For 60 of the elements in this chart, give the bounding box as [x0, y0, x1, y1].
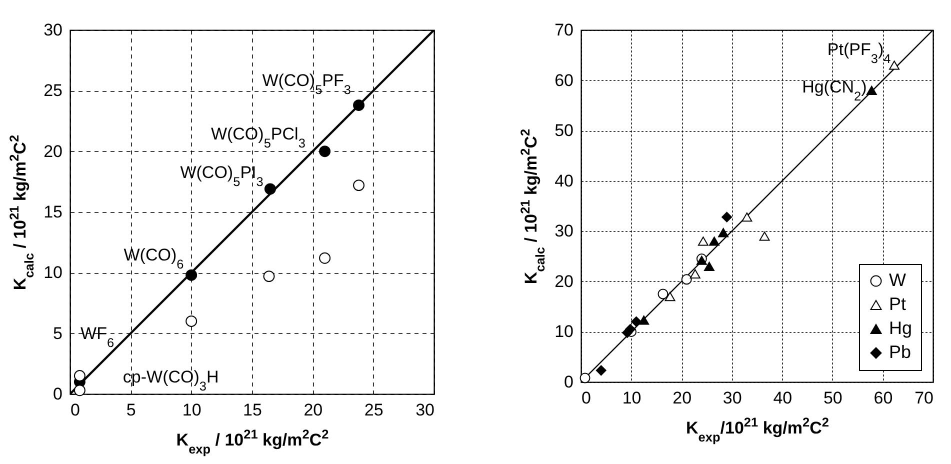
point — [866, 86, 877, 95]
y-tick-label: 0 — [564, 372, 574, 392]
point — [690, 269, 700, 278]
point — [580, 372, 590, 384]
point — [596, 365, 606, 376]
x-tick-label: 0 — [582, 388, 591, 408]
y-tick-label: 40 — [554, 171, 574, 190]
y-tick-label: 20 — [554, 272, 574, 291]
y-tick-label: 30 — [554, 222, 574, 241]
point — [889, 60, 900, 70]
y-tick-label: 10 — [554, 322, 574, 342]
x-tick-label: 15 — [243, 400, 262, 420]
y-tick-label: 10 — [44, 263, 62, 282]
annotation: W(CO)$_{5}$PF$_{3}$ — [262, 70, 351, 96]
x-tick-label: 60 — [874, 388, 893, 408]
point — [698, 236, 708, 246]
x-tick-label: 50 — [823, 388, 842, 408]
x-tick-label: 30 — [722, 388, 742, 408]
annotation: cp-W(CO)$_{3}$H — [122, 368, 219, 394]
x-tick-label: 70 — [914, 388, 934, 408]
point — [631, 316, 642, 327]
annotation: Hg(CN$_{2}$) — [802, 78, 867, 104]
point — [742, 212, 752, 222]
y-tick-label: 15 — [44, 202, 62, 222]
x-tick-label: 20 — [672, 388, 692, 408]
x-axis-title: K$_{exp}$/10$^{21}$ kg/m$^{2}$C$^{2}$ — [686, 414, 829, 444]
legend-label: Hg — [889, 318, 912, 338]
y-tick-label: 60 — [554, 70, 574, 90]
y-tick-label: 5 — [53, 324, 62, 343]
point — [704, 262, 714, 271]
annotation: W(CO)$_{5}$PI$_{3}$ — [180, 163, 264, 189]
x-tick-label: 20 — [304, 400, 323, 420]
y-tick-label: 70 — [554, 20, 574, 40]
x-tick-label: 10 — [182, 400, 202, 420]
x-axis-title: K$_{exp}$ / 10$^{21}$ kg/m$^{2}$C$^{2}$ — [176, 426, 329, 456]
y-tick-label: 30 — [44, 20, 62, 40]
annotation: W(CO)$_{5}$PCl$_{3}$ — [210, 124, 306, 150]
x-tick-label: 30 — [416, 400, 434, 420]
x-tick-label: 0 — [70, 400, 80, 420]
annotation: W(CO)$_{6}$ — [124, 246, 184, 272]
point — [681, 274, 692, 285]
point — [658, 288, 668, 300]
y-tick-label: 50 — [554, 121, 574, 140]
point — [638, 316, 650, 325]
point — [664, 292, 676, 302]
legend-label: W — [889, 270, 906, 290]
x-tick-label: 25 — [364, 400, 384, 420]
y-tick-label: 20 — [44, 142, 62, 161]
x-tick-label: 40 — [773, 388, 792, 408]
point — [718, 228, 729, 238]
point — [759, 232, 770, 241]
y-tick-label: 25 — [44, 81, 62, 100]
annotation: WF$_{6}$ — [80, 324, 114, 350]
x-tick-label: 10 — [622, 388, 642, 408]
legend-label: Pt — [889, 294, 906, 314]
x-tick-label: 5 — [126, 400, 136, 420]
point — [722, 212, 732, 222]
legend-label: Pb — [889, 342, 912, 362]
annotation: Pt(PF$_{3}$)$_{4}$ — [827, 40, 891, 66]
point — [709, 236, 720, 246]
